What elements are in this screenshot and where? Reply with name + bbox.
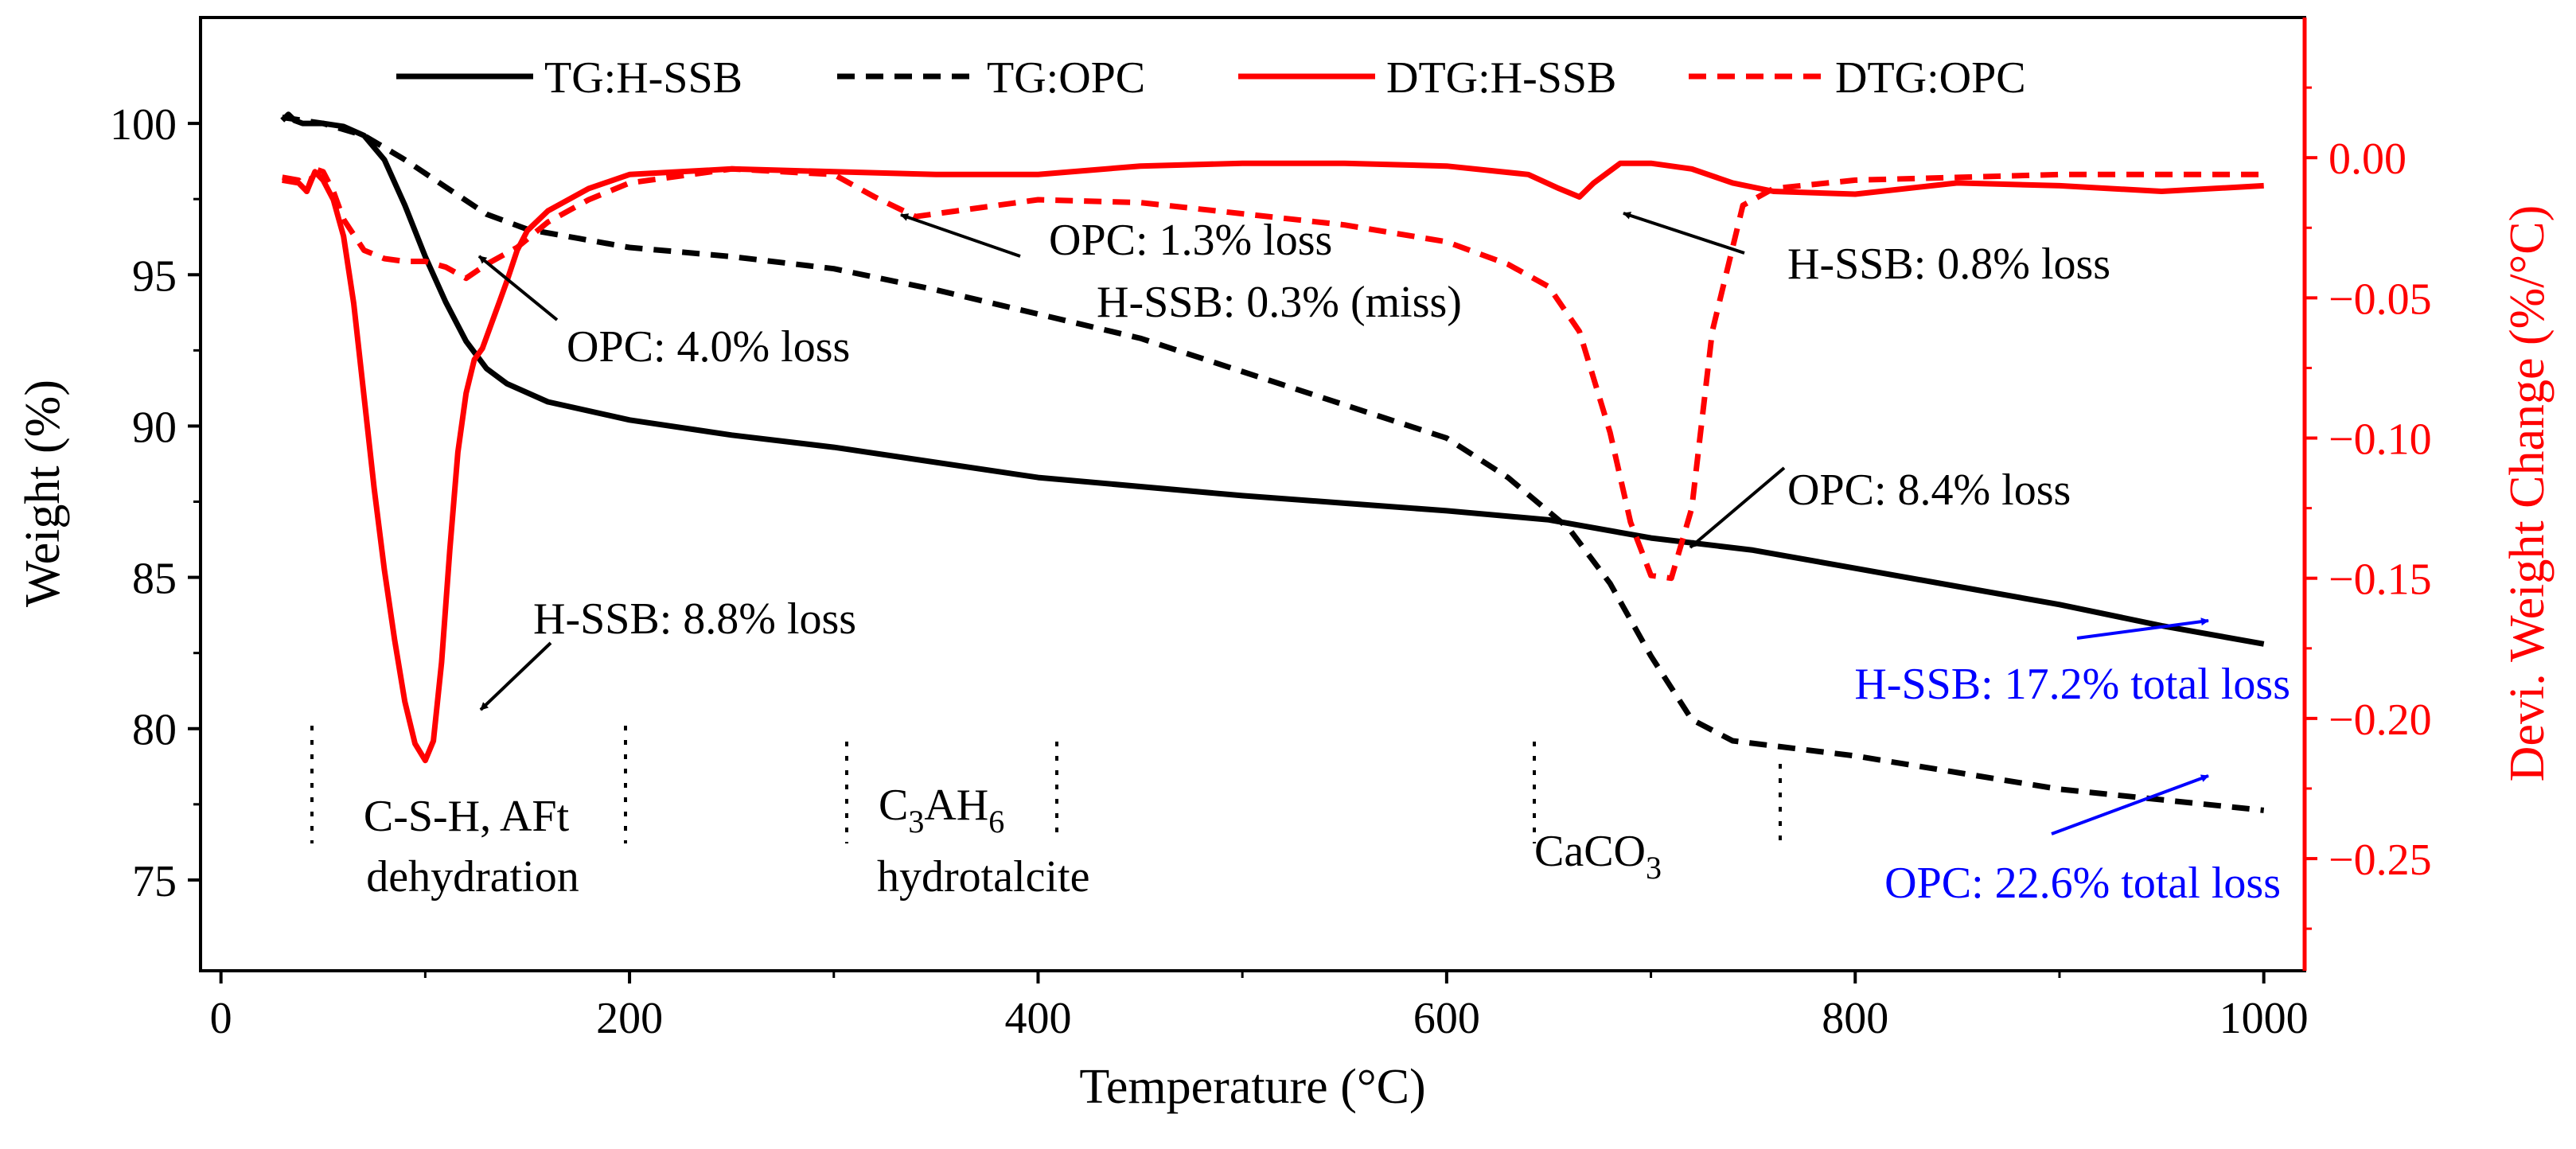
legend-label-tg-opc: TG:OPC [987, 53, 1145, 103]
arrow-hssb-0-8 [1623, 212, 1745, 255]
annotation-hssb-0-3: H-SSB: 0.3% (miss) [1097, 278, 1462, 327]
y-left-tick-label-100: 100 [110, 100, 177, 150]
legend-label-dtg-opc: DTG:OPC [1835, 53, 2026, 103]
arrow-hssb-total [2076, 617, 2209, 640]
x-tick-label-600: 600 [1413, 994, 1480, 1043]
y-left-tick-label-85: 85 [132, 555, 177, 604]
x-tick-label-200: 200 [596, 994, 663, 1043]
axis-ticks: 0 200 400 600 800 1000 75 80 85 90 95 100 0.00 −0.05 −… [110, 86, 2432, 1043]
annotation-hssb-8-8: H-SSB: 8.8% loss [533, 594, 856, 644]
annotation-hssb-total: H-SSB: 17.2% total loss [1854, 660, 2290, 709]
x-axis-title: Temperature (°C) [1079, 1060, 1425, 1114]
region-label-dehydration: dehydration [366, 852, 579, 902]
caco3-main: CaCO [1534, 827, 1646, 876]
x-tick-label-0: 0 [210, 994, 232, 1043]
series-line-tg-h-ssb [280, 111, 2265, 647]
legend-label-tg-hssb: TG:H-SSB [544, 53, 742, 103]
series-line-dtg-opc [282, 166, 2264, 582]
x-tick-label-400: 400 [1004, 994, 1071, 1043]
arrow-opc-8-4 [1689, 466, 1786, 549]
c3ah6-main: C [879, 781, 908, 830]
region-label-hydrotalcite: hydrotalcite [877, 852, 1089, 902]
annotation-opc-8-4: OPC: 8.4% loss [1787, 465, 2071, 515]
y-left-tick-label-75: 75 [132, 857, 177, 906]
x-tick-label-1000: 1000 [2219, 994, 2309, 1043]
c3ah6-mid: AH [924, 781, 988, 830]
y-axis-right-title: Devi. Weight Change (%/°C) [2500, 205, 2555, 782]
c3ah6-sub1: 3 [908, 804, 924, 839]
y-right-tick-label-4: −0.20 [2329, 695, 2432, 745]
region-label-c3ah6: C3AH6 [879, 781, 1004, 839]
y-axis-left-title: Weight (%) [16, 380, 70, 607]
legend-label-dtg-hssb: DTG:H-SSB [1386, 53, 1616, 103]
data-series [280, 111, 2265, 813]
y-right-tick-label-3: −0.15 [2329, 555, 2432, 605]
arrow-opc-4-0 [477, 255, 559, 321]
arrow-opc-total [2051, 774, 2209, 835]
y-left-tick-label-90: 90 [132, 403, 177, 452]
series-line-tg-opc [282, 115, 2265, 813]
y-left-tick-label-80: 80 [132, 706, 177, 755]
y-right-tick-label-0: 0.00 [2329, 134, 2406, 184]
caco3-sub: 3 [1646, 850, 1662, 886]
legend: TG:H-SSB TG:OPC DTG:H-SSB DTG:OPC [396, 53, 2026, 103]
annotation-opc-1-3: OPC: 1.3% loss [1049, 216, 1332, 265]
y-right-tick-label-2: −0.10 [2329, 415, 2432, 465]
arrow-opc-1-3 [900, 213, 1021, 258]
annotation-opc-total: OPC: 22.6% total loss [1884, 859, 2281, 908]
x-tick-label-800: 800 [1822, 994, 1888, 1043]
region-label-caco3: CaCO3 [1534, 827, 1662, 886]
arrow-hssb-8-8 [479, 641, 552, 711]
c3ah6-sub2: 6 [988, 804, 1004, 839]
y-left-tick-label-95: 95 [132, 251, 177, 301]
y-right-tick-label-1: −0.05 [2329, 275, 2432, 324]
annotation-arrows [477, 212, 2209, 835]
y-right-tick-label-5: −0.25 [2329, 835, 2432, 885]
region-label-csh: C-S-H, AFt [364, 792, 570, 841]
annotation-hssb-0-8: H-SSB: 0.8% loss [1787, 240, 2110, 289]
region-markers [310, 726, 1782, 843]
annotation-opc-4-0: OPC: 4.0% loss [567, 322, 850, 372]
